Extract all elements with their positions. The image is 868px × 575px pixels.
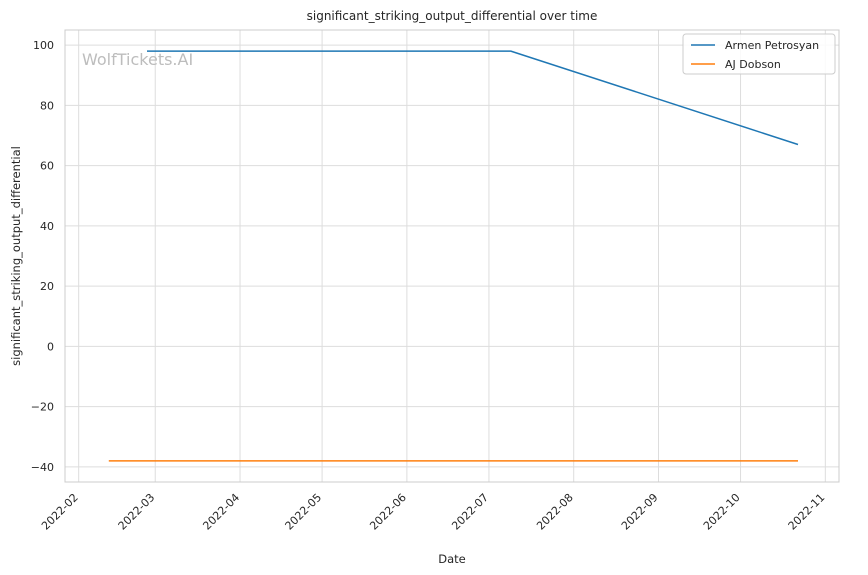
x-tick-label: 2022-11 (786, 491, 828, 533)
legend: Armen Petrosyan AJ Dobson (682, 33, 836, 75)
x-axis-label: Date (438, 552, 466, 566)
y-tick-label: −40 (31, 461, 54, 474)
y-tick-label: 80 (40, 99, 54, 112)
chart-title: significant_striking_output_differential… (307, 9, 598, 23)
x-tick-label: 2022-02 (39, 491, 81, 533)
x-tick-label: 2022-06 (367, 491, 409, 533)
x-tick-label: 2022-03 (116, 491, 158, 533)
x-tick-label: 2022-05 (283, 491, 325, 533)
y-tick-label: 20 (40, 280, 54, 293)
y-tick-label: 40 (40, 220, 54, 233)
series-line-armen-petrosyan (147, 50, 799, 146)
y-axis-label: significant_striking_output_differential (9, 146, 23, 366)
y-tick-label: 100 (33, 39, 54, 52)
x-tick-label: 2022-07 (449, 491, 491, 533)
x-tick-label: 2022-04 (200, 491, 242, 533)
x-tick-label: 2022-08 (534, 491, 576, 533)
watermark: WolfTickets.AI (82, 50, 193, 69)
x-tick-label: 2022-09 (619, 491, 661, 533)
y-tick-label: 0 (47, 340, 54, 353)
plot-frame (64, 29, 840, 483)
y-tick-label: −20 (31, 401, 54, 414)
legend-label: Armen Petrosyan (725, 39, 819, 52)
x-tick-label: 2022-10 (701, 491, 743, 533)
legend-label: AJ Dobson (725, 58, 781, 71)
y-tick-label: 60 (40, 160, 54, 173)
